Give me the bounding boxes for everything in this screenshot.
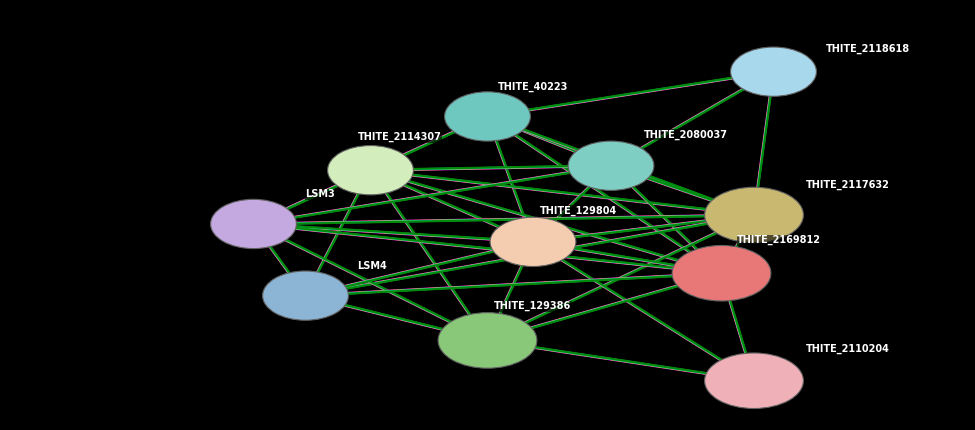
Ellipse shape xyxy=(211,200,296,249)
Text: THITE_2117632: THITE_2117632 xyxy=(806,180,890,190)
Ellipse shape xyxy=(705,353,803,408)
Ellipse shape xyxy=(445,92,530,141)
Text: THITE_129804: THITE_129804 xyxy=(539,206,617,216)
Text: THITE_129386: THITE_129386 xyxy=(494,301,571,311)
Text: LSM3: LSM3 xyxy=(305,189,335,200)
Text: THITE_2114307: THITE_2114307 xyxy=(358,132,442,142)
Ellipse shape xyxy=(438,313,537,368)
Text: LSM4: LSM4 xyxy=(358,261,387,271)
Ellipse shape xyxy=(568,141,654,190)
Ellipse shape xyxy=(730,47,816,96)
Text: THITE_40223: THITE_40223 xyxy=(498,82,568,92)
Text: THITE_2169812: THITE_2169812 xyxy=(737,235,821,246)
Text: THITE_2080037: THITE_2080037 xyxy=(644,129,727,140)
Ellipse shape xyxy=(672,246,771,301)
Ellipse shape xyxy=(490,217,576,267)
Ellipse shape xyxy=(262,271,348,320)
Ellipse shape xyxy=(328,146,413,195)
Ellipse shape xyxy=(705,187,803,243)
Text: THITE_2110204: THITE_2110204 xyxy=(806,344,890,354)
Text: THITE_2118618: THITE_2118618 xyxy=(826,43,910,54)
